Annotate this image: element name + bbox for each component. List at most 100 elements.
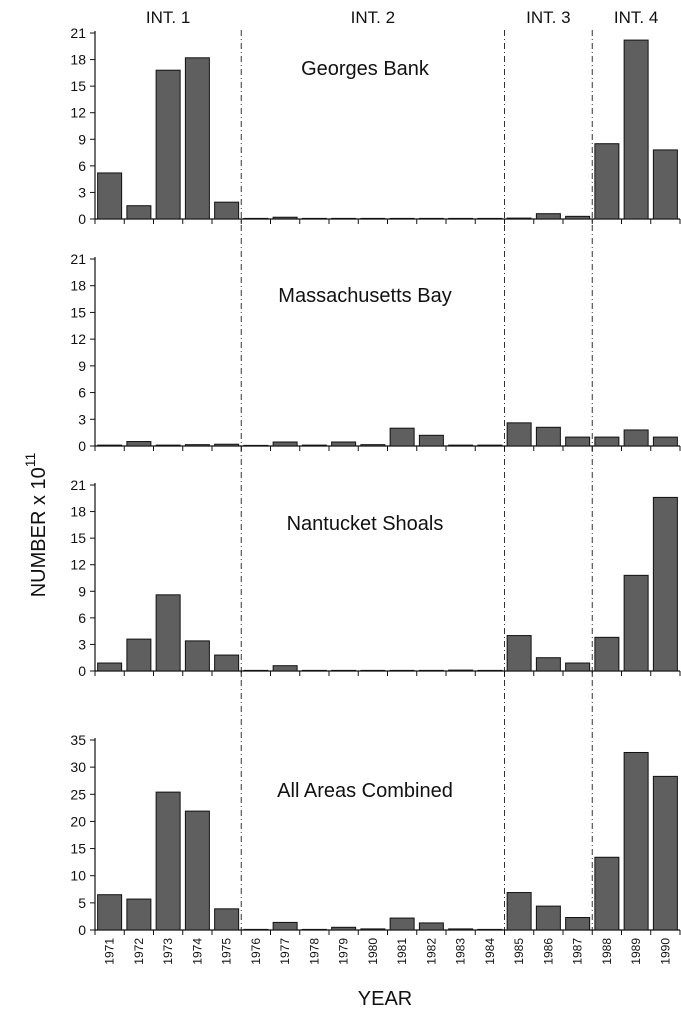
bar-1989 (623, 39, 649, 220)
year-label-1972: 1972 (132, 938, 146, 965)
bar-1978 (301, 928, 327, 931)
bar-1980 (360, 669, 386, 672)
bar-1973 (155, 69, 181, 220)
y-tick-label: 0 (78, 211, 86, 227)
year-label-1977: 1977 (278, 938, 292, 965)
bar-1978 (301, 444, 327, 447)
y-tick-label: 6 (78, 385, 86, 401)
y-tick-label: 15 (70, 78, 86, 94)
bar-1971 (97, 662, 123, 672)
bar-1977 (272, 665, 298, 672)
bar-1984 (477, 217, 503, 220)
y-tick-label: 20 (70, 813, 86, 829)
y-tick-label: 9 (78, 583, 86, 599)
bar-1988 (594, 436, 620, 447)
year-label-1986: 1986 (541, 938, 555, 965)
y-tick-label: 0 (78, 438, 86, 454)
y-tick-label: 18 (70, 52, 86, 68)
y-tick-label: 12 (70, 557, 86, 573)
year-label-1989: 1989 (629, 938, 643, 965)
year-label-1982: 1982 (424, 938, 438, 965)
y-axis-label: NUMBER x 1011 (22, 453, 50, 598)
bar-1976 (243, 217, 269, 220)
y-tick-label: 12 (70, 331, 86, 347)
bar-1971 (97, 172, 123, 220)
bar-1984 (477, 928, 503, 931)
year-label-1981: 1981 (395, 938, 409, 965)
y-tick-label: 6 (78, 158, 86, 174)
bar-1982 (418, 434, 444, 447)
interval-label-3: INT. 3 (526, 8, 570, 27)
y-tick-label: 5 (78, 895, 86, 911)
bar-1989 (623, 574, 649, 672)
bar-1974 (184, 640, 210, 672)
bar-1973 (155, 594, 181, 672)
bar-1975 (214, 908, 240, 931)
bar-1972 (126, 898, 152, 931)
interval-dividers (240, 30, 593, 930)
chart-panels: 0 3 6 9 12 15 18 21 Georges Bank 0 3 6 9 12 15 18 21 Mass… (70, 25, 681, 938)
year-label-1984: 1984 (483, 938, 497, 965)
bar-1979 (331, 926, 357, 931)
bar-1971 (97, 894, 123, 931)
year-label-1975: 1975 (220, 938, 234, 965)
y-tick-label: 35 (70, 732, 86, 748)
x-axis-label: YEAR (358, 988, 412, 1010)
interval-label-1: INT. 1 (146, 8, 190, 27)
bar-1981 (389, 917, 415, 931)
panel-4: 0 5 10 15 20 25 30 35 All Areas Combined (70, 732, 681, 938)
bar-1982 (418, 922, 444, 931)
year-label-1983: 1983 (454, 938, 468, 965)
y-tick-label: 9 (78, 131, 86, 147)
panel-title: Nantucket Shoals (287, 513, 444, 535)
interval-label-2: INT. 2 (351, 8, 395, 27)
bar-1985 (506, 635, 532, 672)
bar-1977 (272, 921, 298, 931)
y-tick-label: 6 (78, 610, 86, 626)
bar-1977 (272, 216, 298, 220)
bar-1974 (184, 57, 210, 220)
bar-1988 (594, 143, 620, 220)
bar-1972 (126, 638, 152, 672)
bar-1979 (331, 669, 357, 672)
bar-1982 (418, 217, 444, 220)
panel-title: Georges Bank (301, 58, 430, 80)
interval-labels: INT. 1 INT. 2 INT. 3 INT. 4 (146, 8, 658, 27)
bar-1979 (331, 441, 357, 447)
y-tick-label: 30 (70, 759, 86, 775)
year-label-1976: 1976 (249, 938, 263, 965)
bar-1984 (477, 669, 503, 672)
panel-1: 0 3 6 9 12 15 18 21 Georges Bank (70, 25, 681, 227)
y-tick-label: 10 (70, 868, 86, 884)
bar-1988 (594, 636, 620, 672)
bar-1990 (652, 496, 678, 672)
y-tick-label: 3 (78, 184, 86, 200)
bar-1979 (331, 217, 357, 220)
panel-3: 0 3 6 9 12 15 18 21 Nantucket Shoals (70, 477, 681, 679)
bar-1983 (448, 217, 474, 220)
year-label-1985: 1985 (512, 938, 526, 965)
bar-1986 (535, 657, 561, 672)
bar-1973 (155, 444, 181, 447)
bar-1982 (418, 669, 444, 672)
bar-1972 (126, 441, 152, 447)
bar-1986 (535, 213, 561, 220)
bar-1987 (565, 917, 591, 931)
bar-1989 (623, 751, 649, 931)
bar-1977 (272, 441, 298, 447)
y-tick-label: 0 (78, 663, 86, 679)
bar-1983 (448, 444, 474, 447)
bar-1980 (360, 217, 386, 220)
bar-1972 (126, 205, 152, 220)
bar-1975 (214, 443, 240, 447)
bar-1990 (652, 775, 678, 931)
y-axis-label-exponent: 11 (22, 453, 38, 468)
bar-1978 (301, 669, 327, 672)
interval-label-4: INT. 4 (614, 8, 658, 27)
y-axis-label-group: NUMBER x 1011 (22, 453, 50, 598)
year-label-1978: 1978 (307, 938, 321, 965)
year-label-1979: 1979 (337, 938, 351, 965)
bar-1980 (360, 928, 386, 931)
bar-1980 (360, 444, 386, 447)
